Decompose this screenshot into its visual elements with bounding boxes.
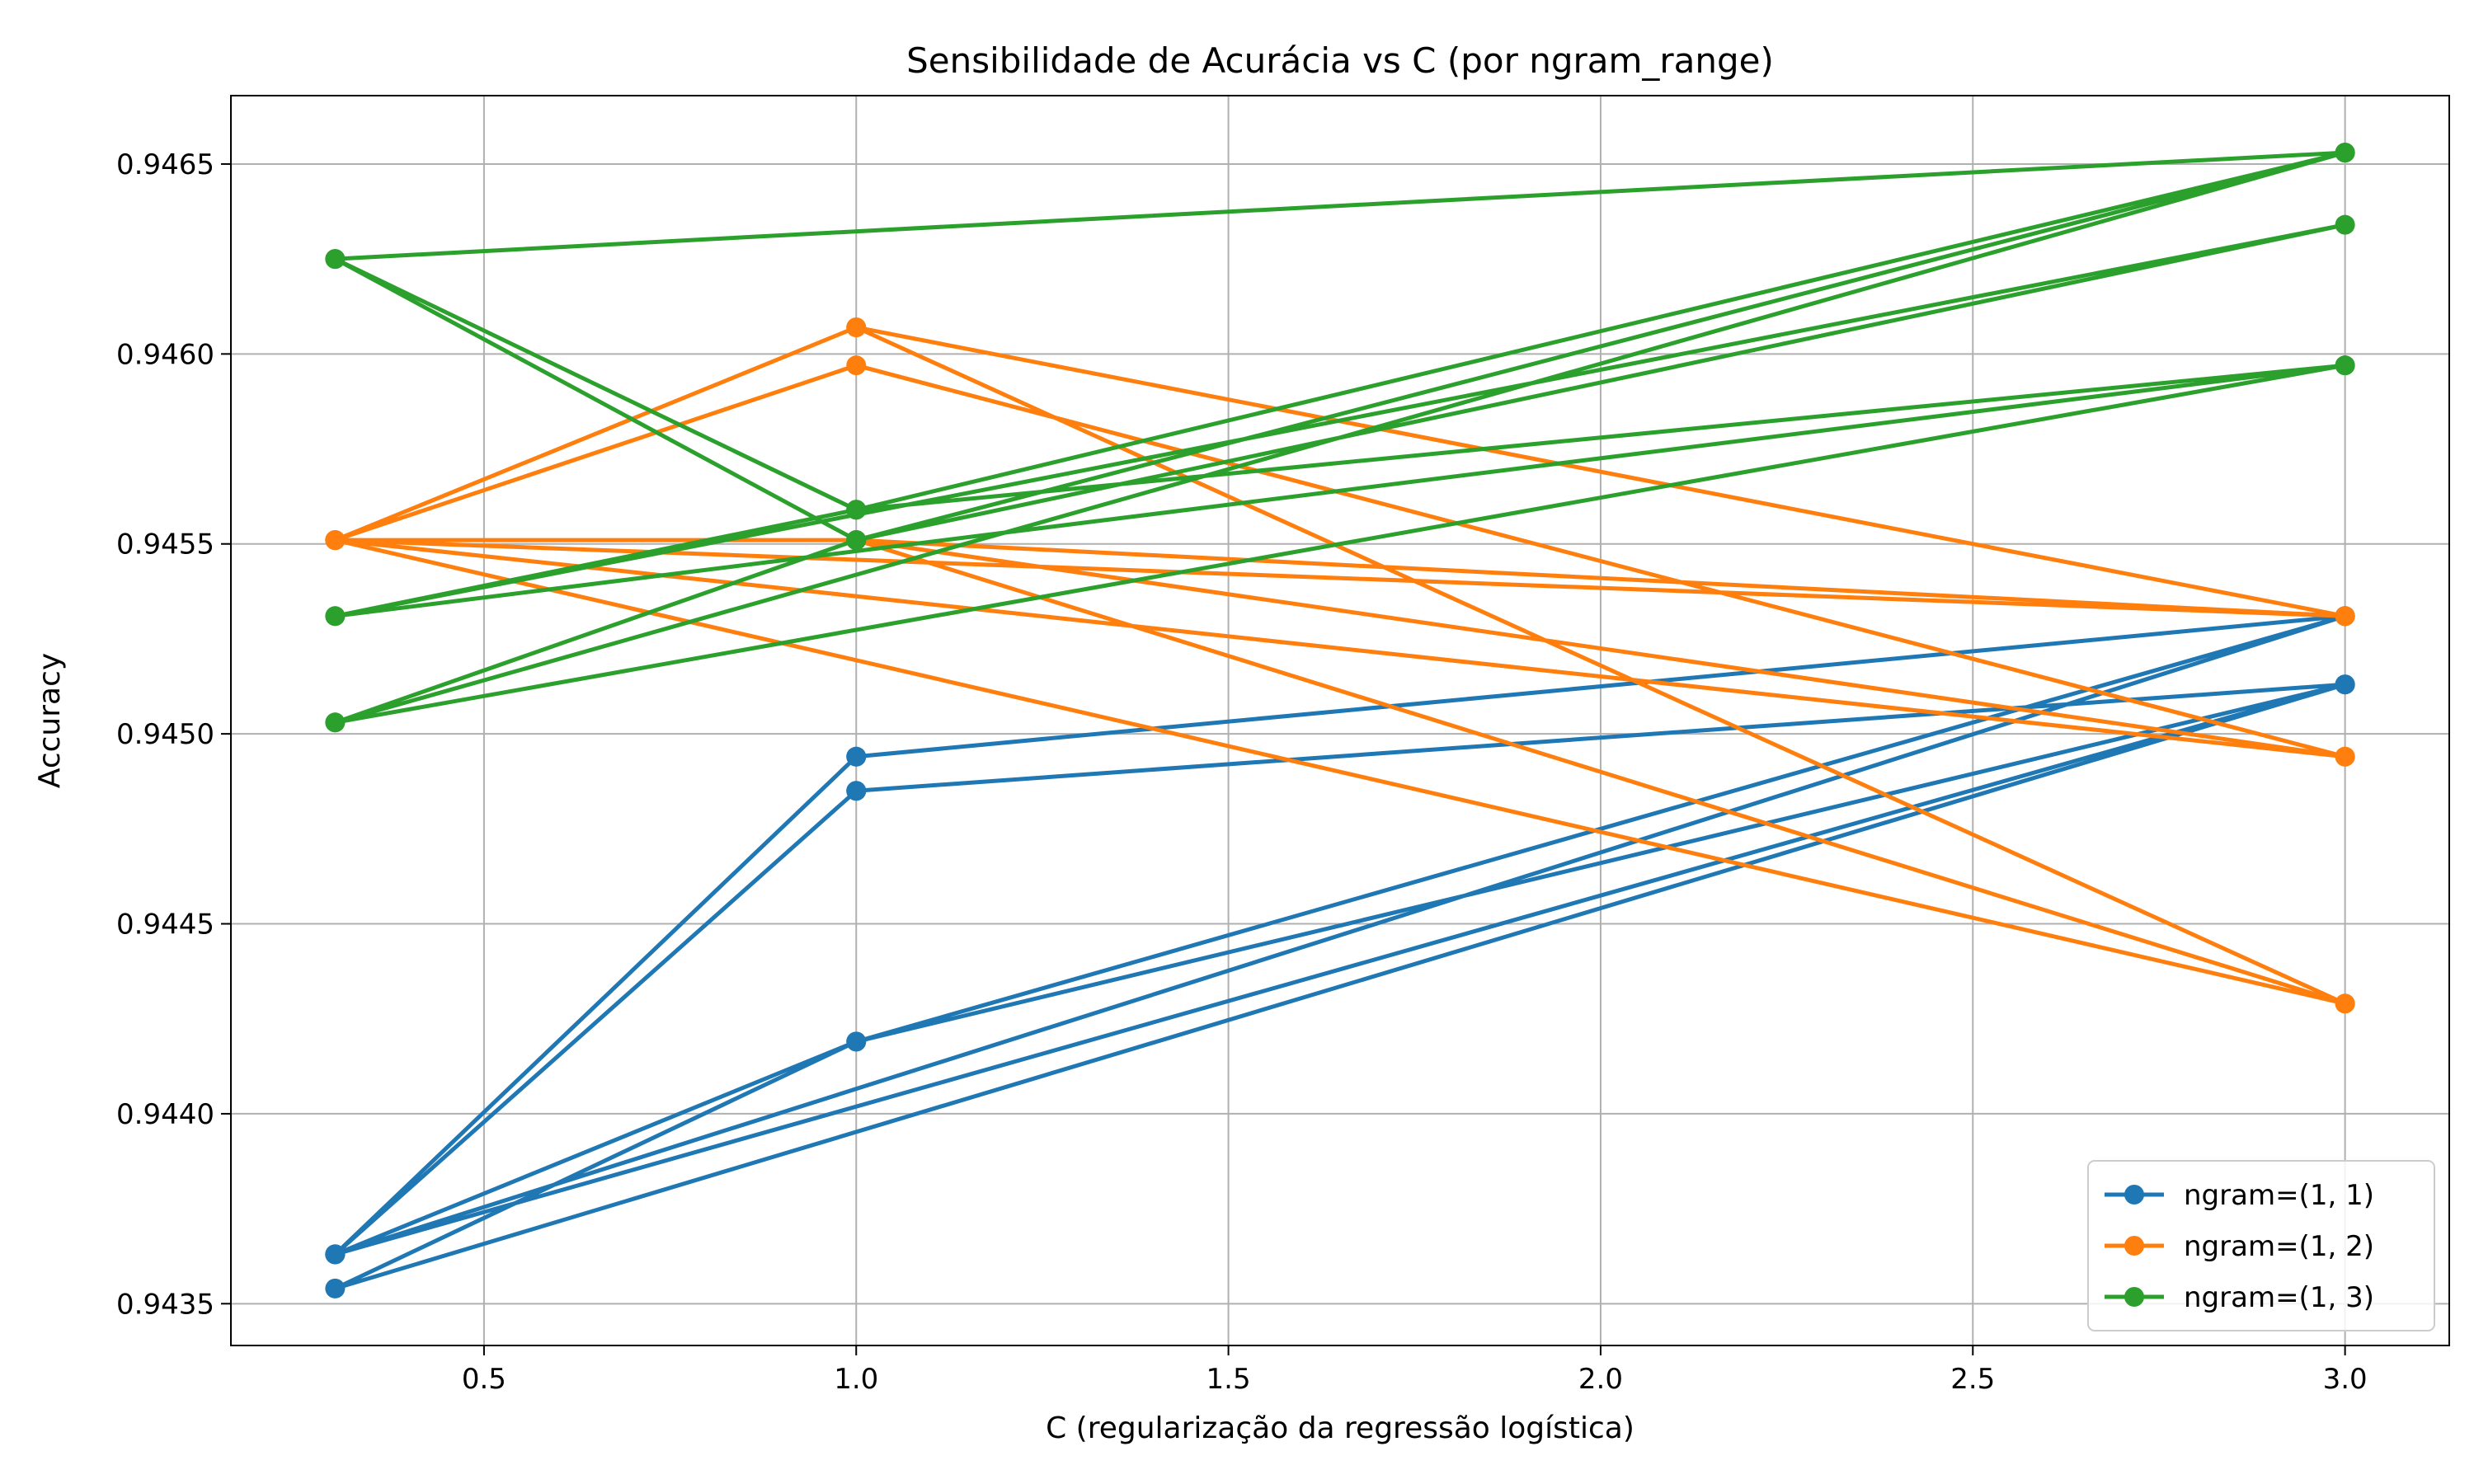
- y-tick-label: 0.9435: [116, 1288, 214, 1321]
- data-point: [846, 317, 867, 338]
- data-point: [846, 1031, 867, 1052]
- x-axis: 0.5 1.0 1.5 2.0 2.5 3.0: [462, 1345, 2368, 1396]
- data-point: [846, 500, 867, 520]
- plot-frame: [230, 95, 2450, 1346]
- series-line: [332, 325, 2348, 1006]
- data-point: [325, 249, 346, 270]
- data-point: [846, 355, 867, 376]
- legend-label: ngram=(1, 1): [2184, 1179, 2374, 1212]
- data-point: [2335, 674, 2355, 695]
- legend-item: ngram=(1, 3): [2105, 1281, 2374, 1314]
- y-tick-label: 0.9440: [116, 1098, 214, 1131]
- data-point: [325, 530, 346, 551]
- chart-title: Sensibilidade de Acurácia vs C (por ngra…: [906, 40, 1774, 81]
- legend: ngram=(1, 1) ngram=(1, 2) ngram=(1, 3): [2087, 1160, 2435, 1331]
- legend-label: ngram=(1, 2): [2184, 1230, 2374, 1263]
- legend-marker: [2124, 1236, 2144, 1256]
- data-point: [325, 606, 346, 627]
- x-tick-label: 1.5: [1206, 1363, 1251, 1396]
- series-line: [332, 150, 2348, 725]
- y-tick-label: 0.9460: [116, 338, 214, 371]
- data-point: [846, 781, 867, 801]
- y-tick-label: 0.9450: [116, 718, 214, 751]
- legend-label: ngram=(1, 3): [2184, 1281, 2374, 1314]
- series-layer: [325, 143, 2355, 1298]
- series-line: [332, 613, 2348, 1291]
- data-point: [2335, 143, 2355, 163]
- x-tick-label: 1.0: [834, 1363, 878, 1396]
- data-point: [2335, 214, 2355, 235]
- data-point: [2335, 606, 2355, 627]
- x-tick-label: 2.0: [1578, 1363, 1623, 1396]
- series-1: [325, 606, 2355, 1298]
- data-point: [325, 712, 346, 733]
- data-point: [325, 1244, 346, 1265]
- y-tick-label: 0.9455: [116, 528, 214, 561]
- data-point: [2335, 993, 2355, 1014]
- legend-marker: [2124, 1287, 2144, 1307]
- y-axis-label: Accuracy: [33, 653, 67, 788]
- legend-marker: [2124, 1185, 2144, 1205]
- y-tick-label: 0.9445: [116, 909, 214, 942]
- data-point: [846, 746, 867, 767]
- legend-item: ngram=(1, 1): [2105, 1179, 2374, 1212]
- data-point: [2335, 355, 2355, 376]
- x-tick-label: 3.0: [2323, 1363, 2368, 1396]
- x-tick-label: 2.5: [1950, 1363, 1995, 1396]
- legend-item: ngram=(1, 2): [2105, 1230, 2374, 1263]
- x-tick-label: 0.5: [462, 1363, 506, 1396]
- y-axis: 0.9435 0.9440 0.9445 0.9450 0.9455 0.9460 0.94…: [116, 148, 231, 1321]
- legend-box: [2087, 1160, 2435, 1331]
- series-3: [325, 143, 2355, 733]
- data-point: [2335, 746, 2355, 767]
- data-point: [846, 530, 867, 551]
- x-axis-label: C (regularização da regressão logística): [1046, 1411, 1634, 1445]
- data-point: [325, 1278, 346, 1298]
- y-tick-label: 0.9465: [116, 148, 214, 181]
